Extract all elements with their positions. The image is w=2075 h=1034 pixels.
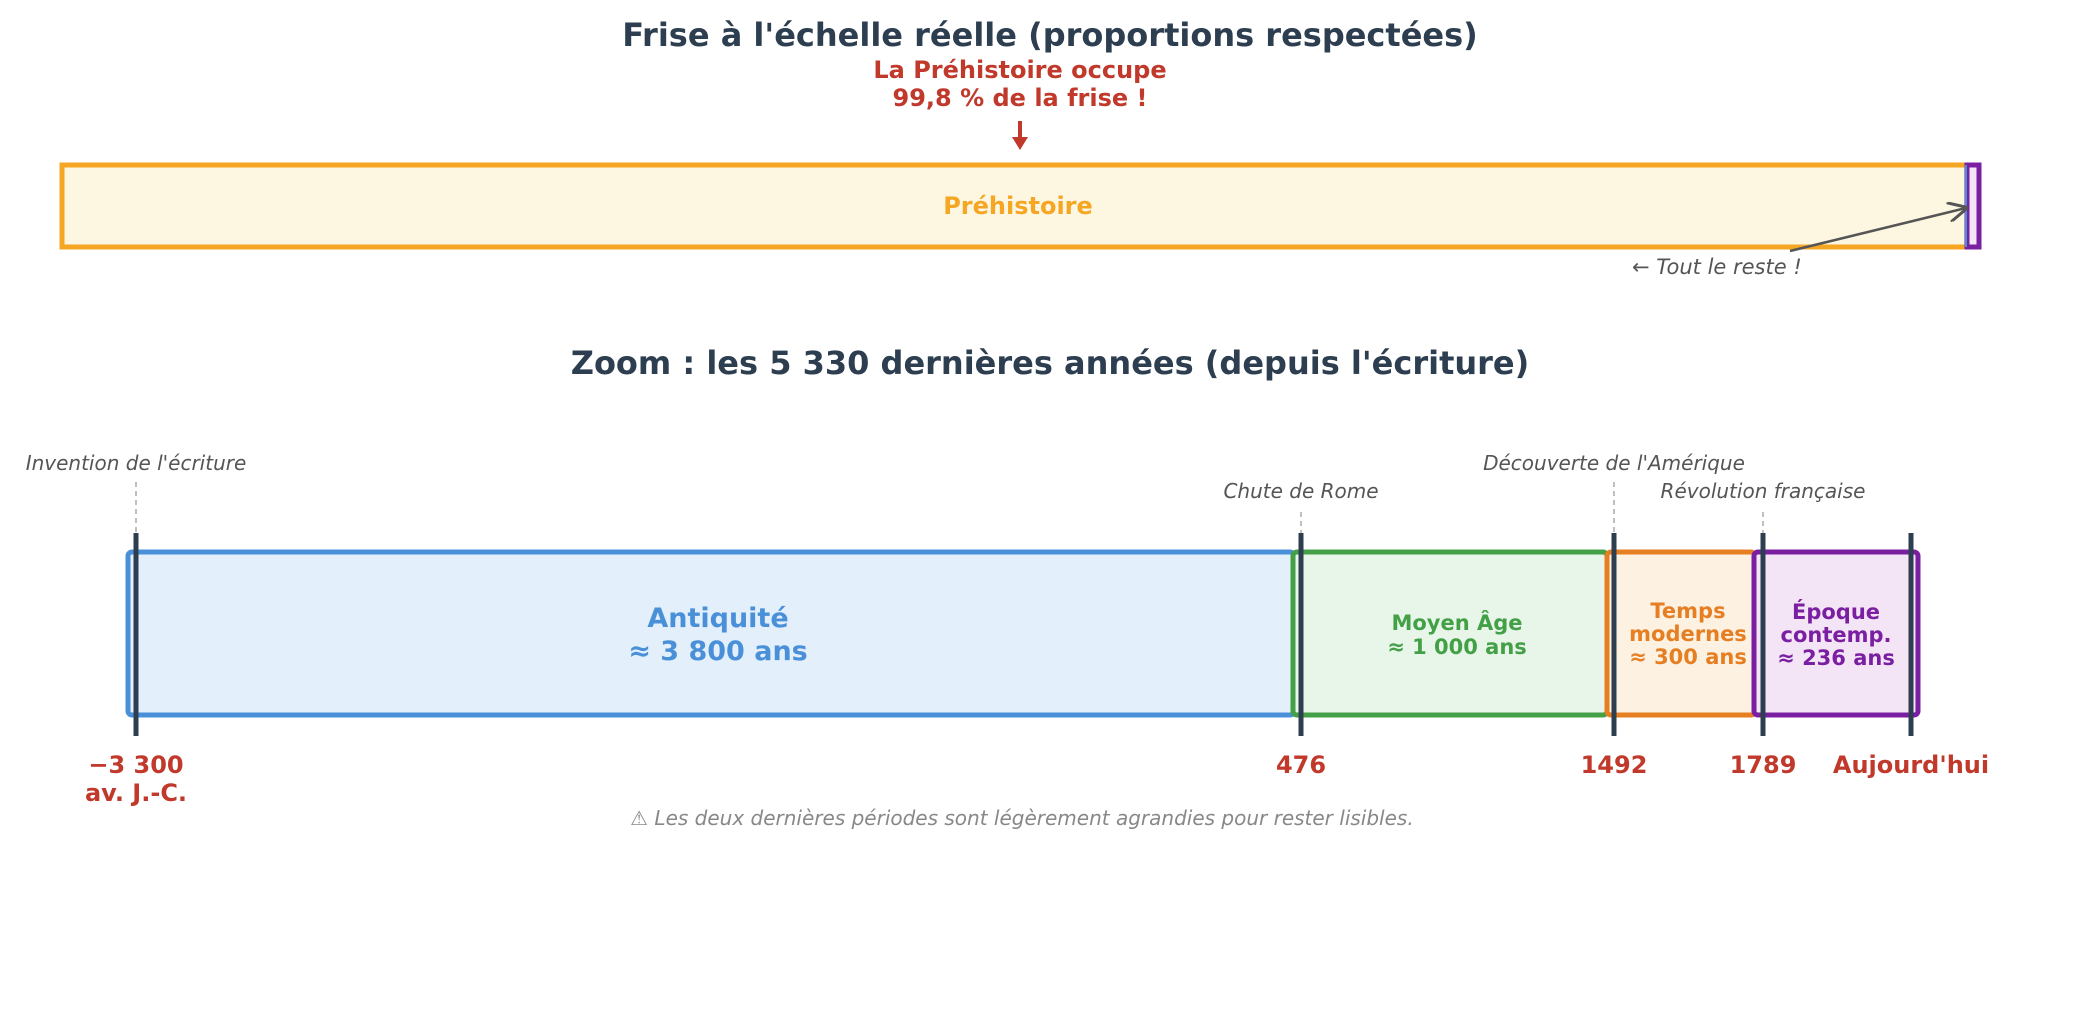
rest-of-history-bar xyxy=(1964,162,1982,250)
period-antiquity-name: Antiquité xyxy=(647,603,788,634)
date-1789: 1789 xyxy=(1730,751,1797,779)
date-3300bc-era: av. J.-C. xyxy=(85,779,187,807)
scale-note: ⚠ Les deux dernières périodes sont légèr… xyxy=(630,806,1413,830)
period-middle-ages: Moyen Âge ≈ 1 000 ans xyxy=(1290,549,1610,718)
period-modern-name: Temps xyxy=(1650,599,1725,623)
period-middle-ages-duration: ≈ 1 000 ans xyxy=(1387,635,1527,659)
event-guides xyxy=(135,482,1764,534)
date-1492: 1492 xyxy=(1581,751,1648,779)
event-french-revolution: Révolution française xyxy=(1661,479,1866,503)
prehistory-callout-line2: 99,8 % de la frise ! xyxy=(893,84,1148,112)
zoom-title: Zoom : les 5 330 dernières années (depui… xyxy=(571,344,1530,382)
period-modern-duration: ≈ 300 ans xyxy=(1629,645,1747,669)
period-modern-times: Temps modernes ≈ 300 ans xyxy=(1604,549,1758,718)
period-contemporary-name: Époque xyxy=(1792,599,1880,624)
real-scale-title: Frise à l'échelle réelle (proportions re… xyxy=(622,16,1478,54)
period-middle-ages-name: Moyen Âge xyxy=(1391,610,1522,635)
period-antiquity-duration: ≈ 3 800 ans xyxy=(628,636,807,667)
period-modern-name-2: modernes xyxy=(1629,622,1747,646)
event-discovery-america: Découverte de l'Amérique xyxy=(1483,451,1745,475)
period-contemporary-duration: ≈ 236 ans xyxy=(1777,646,1895,670)
event-fall-of-rome: Chute de Rome xyxy=(1223,479,1378,503)
event-writing-invention: Invention de l'écriture xyxy=(26,451,247,475)
callout-arrow-icon xyxy=(1012,121,1028,150)
period-contemporary: Époque contemp. ≈ 236 ans xyxy=(1751,549,1921,718)
period-contemporary-name-2: contemp. xyxy=(1781,623,1892,647)
rest-pointer-arrow-icon xyxy=(1789,208,1966,253)
date-3300bc: −3 300 xyxy=(88,751,183,779)
date-476: 476 xyxy=(1276,751,1326,779)
rest-label: ← Tout le reste ! xyxy=(1632,255,1802,279)
date-today: Aujourd'hui xyxy=(1833,751,1989,779)
prehistory-callout-line1: La Préhistoire occupe xyxy=(873,56,1166,84)
prehistory-label: Préhistoire xyxy=(943,192,1093,220)
date-ticks xyxy=(133,533,1914,736)
period-antiquity: Antiquité ≈ 3 800 ans xyxy=(125,549,1297,718)
